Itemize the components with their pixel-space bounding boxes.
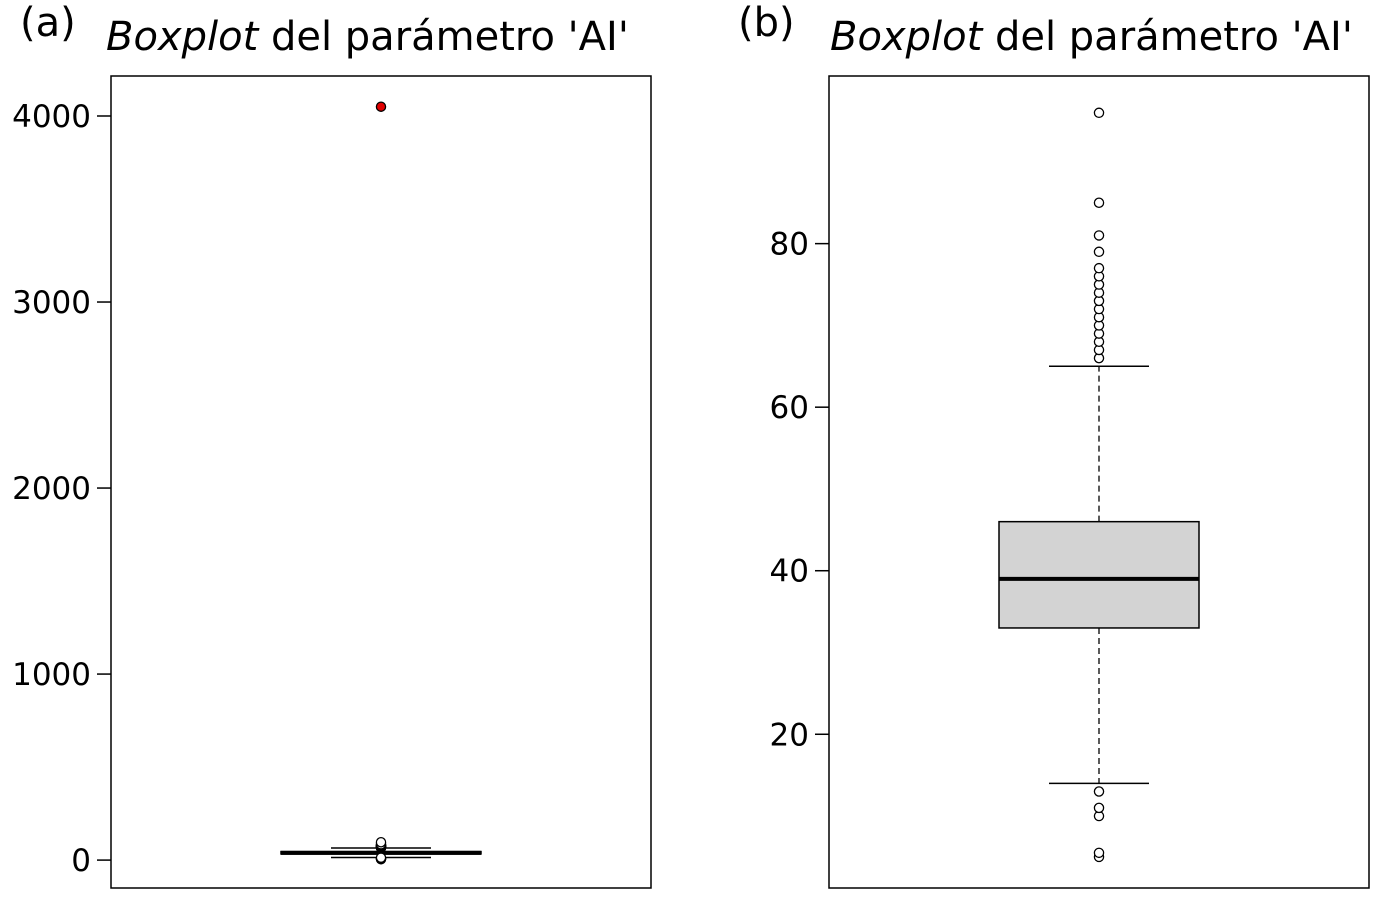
outlier-point-b	[1093, 262, 1105, 274]
outlier-point-a	[375, 852, 387, 863]
plot-frame-b	[828, 75, 1370, 889]
y-tick-label-b: 80	[770, 227, 809, 263]
outlier-point-b	[1093, 802, 1105, 814]
plot-frame-a	[110, 75, 652, 889]
chart-title-b-italic: Boxplot	[830, 14, 984, 60]
y-tick-label-a: 4000	[12, 99, 91, 135]
y-axis-a: 0 1000 2000 3000 4000	[12, 99, 111, 879]
chart-title-b-rest: del parámetro 'AI'	[982, 14, 1353, 60]
y-tick-label-a: 3000	[12, 285, 91, 321]
box-marks-b	[998, 107, 1200, 863]
outlier-point-b	[1093, 230, 1105, 241]
outlier-point-b	[1093, 246, 1105, 258]
panel-label-b: (b)	[738, 0, 795, 46]
y-tick-label-b: 20	[770, 717, 809, 753]
outlier-point-b	[1093, 847, 1105, 859]
chart-title-b: Boxplot del parámetro 'AI'	[830, 14, 1353, 60]
chart-title-a-italic: Boxplot	[106, 14, 260, 60]
panel-label-a: (a)	[20, 0, 76, 46]
outlier-point-b	[1093, 786, 1105, 797]
y-tick-label-a: 0	[71, 843, 91, 879]
box-marks-a	[280, 101, 482, 865]
chart-title-a-rest: del parámetro 'AI'	[258, 14, 629, 60]
y-axis-b: 20 40 60 80	[770, 227, 829, 753]
outlier-point-b	[1093, 197, 1105, 208]
chart-title-a: Boxplot del parámetro 'AI'	[106, 14, 629, 60]
boxplot-panel-b: (b) Boxplot del parámetro 'AI' 20 40 60 80	[738, 0, 1370, 889]
y-tick-label-b: 60	[770, 390, 809, 426]
outlier-point-b	[1093, 107, 1105, 119]
boxplot-panel-a: (a) Boxplot del parámetro 'AI' 0 1000 2000…	[12, 0, 652, 889]
box-iqr-b	[998, 520, 1200, 629]
outlier-point-a	[375, 836, 387, 848]
y-tick-label-b: 40	[770, 554, 809, 590]
extreme-outlier-point-a	[375, 101, 387, 112]
y-tick-label-a: 1000	[12, 657, 91, 693]
y-tick-label-a: 2000	[12, 471, 91, 507]
